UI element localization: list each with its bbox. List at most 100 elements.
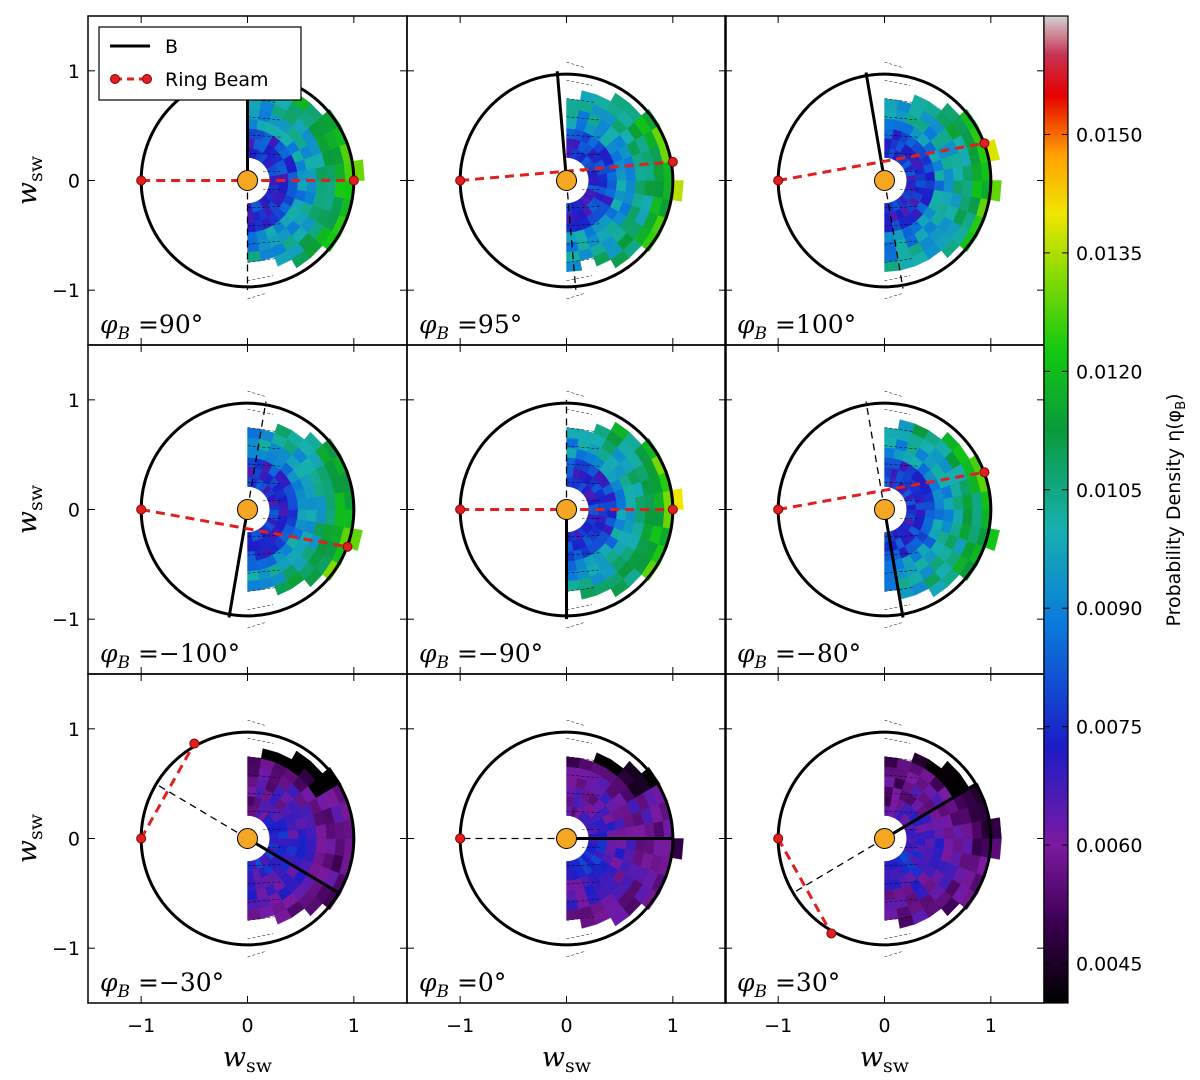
x-tick-label: 1 [348,1015,360,1037]
origin-marker [237,499,258,520]
x-axis-label: wsw [860,1042,910,1077]
grid-line [247,535,283,538]
legend: B Ring Beam [98,26,302,101]
colorbar-tick-label: 0.0135 [1076,243,1142,265]
heat-cell [315,166,327,181]
b-field-line [227,509,249,618]
grid-line [884,792,919,796]
grid-line [566,80,593,86]
heat-cell [247,756,262,769]
heat-cell [884,786,894,797]
heat-cell [952,166,964,181]
y-tick-label: −1 [52,938,80,960]
heat-cell [644,509,656,526]
heat-cell [644,180,656,197]
grid-line [884,738,911,744]
origin-marker [556,828,577,849]
grid-line [566,206,602,209]
colorbar-tick-label: 0.0150 [1076,124,1142,146]
ring-beam-marker [667,504,678,515]
heat-cell [306,838,318,852]
grid-line [884,881,919,885]
heat-cell [934,838,945,850]
grid-line [566,916,597,921]
grid-line [884,409,911,415]
heat-cell [593,752,612,769]
grid-line [884,916,915,921]
grid-line [566,569,599,574]
panel-label: φB =100° [737,310,856,344]
x-tick-label: 0 [878,1015,890,1037]
grid-line [566,463,601,467]
grid-line [566,116,599,121]
grid-line [247,134,282,138]
heat-cell [884,98,899,111]
heat-cell [306,496,318,510]
origin-marker [556,170,577,191]
heat-cell [924,180,936,190]
heat-cell [971,820,983,839]
grid-line [566,292,586,300]
grid-line [566,98,597,103]
b-field-dashed [565,180,577,290]
heat-cell [247,427,262,440]
heat-cell [247,889,259,901]
grid-line [884,552,919,556]
heat-cell [943,825,955,839]
grid-line [884,134,919,138]
heat-cell [334,180,346,199]
heat-cell [971,509,983,528]
heat-cell [304,431,323,452]
heat-cell [247,786,257,797]
b-field-dashed [246,401,267,510]
heat-cell [952,509,964,524]
heat-cell [260,748,279,763]
heat-cell [325,822,337,839]
grid-line [247,152,283,155]
grid-line [884,864,920,867]
legend-label-b: B [165,36,178,58]
grid-line [884,427,915,432]
grid-line [884,292,904,300]
heat-cell [653,820,665,839]
panel-label: φB =−80° [737,639,861,673]
heat-cell [943,167,955,181]
heat-cell [634,838,646,853]
colorbar: 0.0045 0.0060 0.0075 0.0090 0.0105 0.0120 0.01… [1043,15,1189,1004]
ring-beam-marker [136,175,147,186]
grid-line [247,792,282,796]
heat-cell [291,750,311,769]
heat-cell [566,118,578,130]
heat-cell [911,752,930,769]
grid-line [566,481,602,484]
colorbar-tick-label: 0.0045 [1076,954,1142,976]
heat-cell [644,493,656,510]
heat-cell [610,92,630,111]
heat-cell [952,838,964,853]
heat-cell [897,419,916,434]
grid-line [566,604,593,610]
heat-cell [884,756,899,769]
origin-marker [237,828,258,849]
heat-cell [566,447,578,459]
grid-line [884,223,919,227]
heat-cell [924,509,936,519]
panel-label: φB =−90° [419,639,543,673]
grid-line [247,409,274,415]
panel-label: φB =−30° [100,968,224,1002]
heat-cell [566,908,581,921]
grid-line [247,950,267,958]
panel-label: φB =90° [100,310,203,344]
heat-cell [941,760,960,781]
heat-cell [962,822,974,839]
heat-cell [941,431,960,452]
origin-marker [874,828,895,849]
heat-cell [566,128,576,139]
heat-cell [616,838,627,850]
heat-cell [579,90,598,105]
heat-cell [566,98,581,111]
grid-line [884,950,904,958]
heat-cell [315,495,327,510]
grid-line [247,898,280,903]
grid-line [566,774,599,779]
